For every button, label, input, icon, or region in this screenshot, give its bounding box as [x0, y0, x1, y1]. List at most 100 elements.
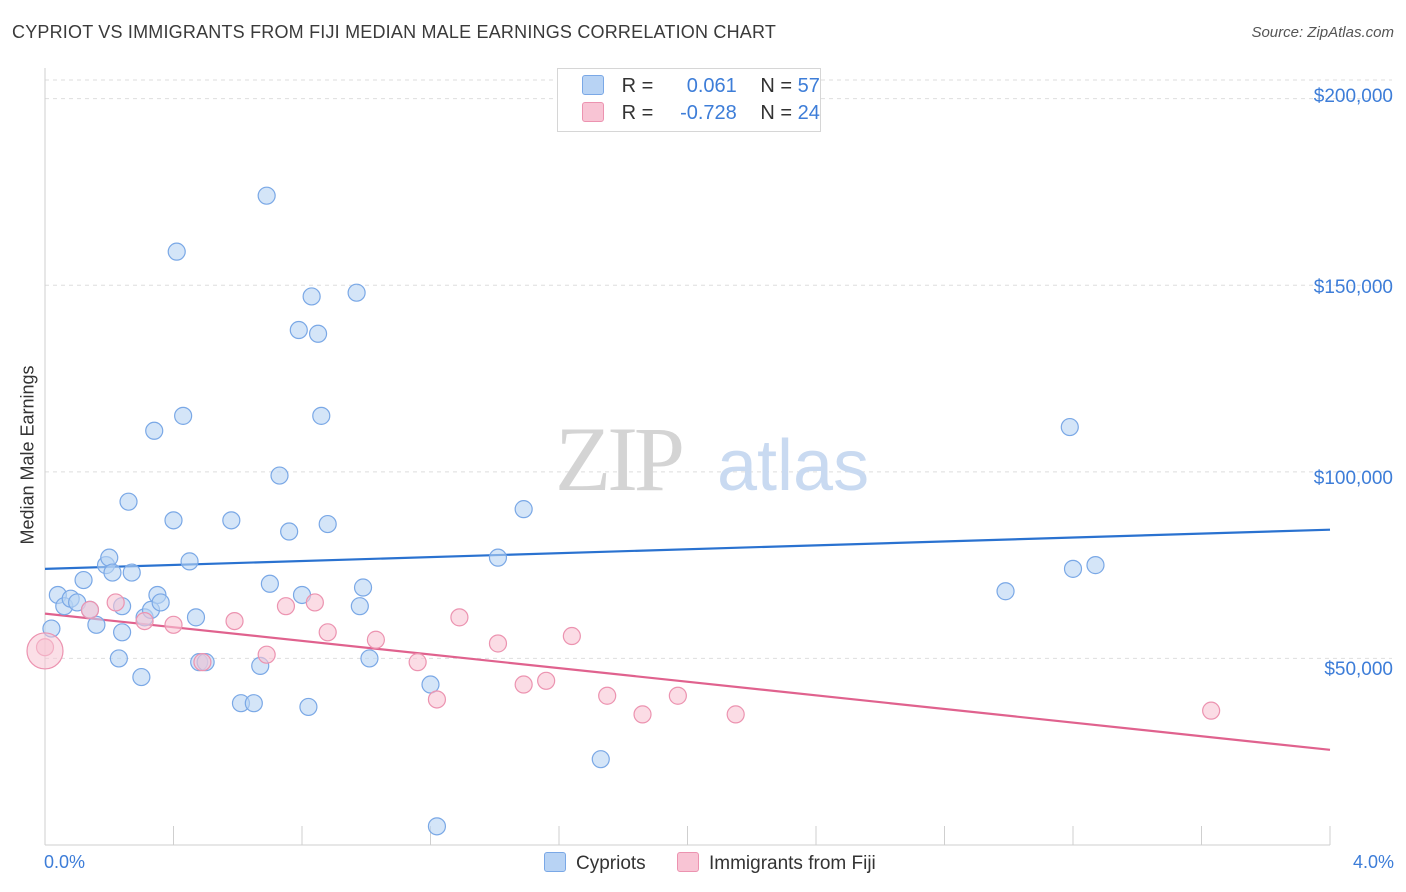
correlation-legend: R = 0.061 N = 57 R = -0.728 N = 24	[557, 68, 821, 132]
data-point-fiji	[80, 600, 100, 620]
data-point-cypriots	[164, 511, 183, 530]
series-label-cypriots: Cypriots	[576, 853, 646, 874]
data-point-fiji	[514, 675, 533, 694]
data-point-cypriots	[312, 406, 331, 425]
data-point-fiji	[408, 653, 427, 672]
data-point-fiji	[193, 653, 212, 672]
legend-n-value: 57	[797, 75, 820, 97]
gridlines	[45, 79, 1392, 659]
chart-title: CYPRIOT VS IMMIGRANTS FROM FIJI MEDIAN M…	[12, 22, 777, 42]
data-point-fiji	[598, 686, 617, 705]
data-point-fiji	[1202, 701, 1221, 720]
data-point-fiji	[488, 634, 508, 653]
data-point-cypriots	[488, 548, 508, 567]
data-point-cypriots	[119, 492, 138, 511]
data-point-cypriots	[132, 667, 151, 687]
trend-lines	[44, 528, 1331, 751]
legend-swatch-blue	[582, 75, 604, 95]
data-point-cypriots	[996, 582, 1015, 601]
legend-n-label: N =	[760, 75, 793, 97]
legend-r-label: R =	[621, 102, 654, 124]
data-point-fiji	[450, 608, 469, 627]
data-point-cypriots	[112, 623, 132, 642]
data-point-cypriots	[145, 421, 164, 440]
data-point-fiji	[305, 593, 324, 612]
legend-row-cypriots: R = 0.061 N = 57	[582, 75, 820, 98]
trend-line-cypriots	[44, 528, 1331, 570]
data-point-fiji	[366, 630, 385, 649]
series-legend: Cypriots Immigrants from Fiji	[544, 852, 902, 875]
data-point-cypriots	[427, 817, 447, 836]
data-point-fiji	[633, 705, 652, 724]
data-point-cypriots	[74, 570, 93, 590]
data-point-cypriots	[1063, 559, 1083, 578]
data-point-fiji	[164, 615, 183, 634]
legend-n-value: 24	[797, 102, 820, 124]
watermark-atlas: atlas	[717, 426, 869, 506]
y-tick-label: $200,000	[1313, 86, 1393, 107]
data-point-cypriots	[514, 500, 533, 519]
y-tick-label: $100,000	[1313, 468, 1393, 489]
data-point-cypriots	[222, 511, 241, 530]
data-point-cypriots	[151, 593, 170, 612]
data-point-cypriots	[180, 552, 199, 571]
data-point-cypriots	[289, 320, 308, 340]
source-credit: Source: ZipAtlas.com	[1251, 24, 1394, 41]
data-point-cypriots	[302, 287, 321, 306]
data-point-fiji	[562, 626, 581, 646]
y-tick-label: $50,000	[1324, 659, 1393, 680]
series-swatch-blue	[544, 852, 566, 872]
x-tick-label-max: 4.0%	[1352, 852, 1394, 872]
y-axis-label: Median Male Earnings	[17, 365, 38, 545]
data-point-cypriots	[347, 283, 366, 302]
legend-n-label: N =	[760, 102, 793, 124]
data-points	[26, 186, 1221, 836]
data-point-fiji	[726, 705, 745, 724]
data-point-cypriots	[591, 750, 610, 769]
series-legend-cypriots[interactable]: Cypriots	[544, 852, 646, 875]
x-tick-label-min: 0.0%	[44, 852, 86, 872]
data-point-fiji	[668, 686, 687, 705]
data-point-cypriots	[109, 649, 128, 668]
data-point-cypriots	[103, 563, 122, 582]
data-point-cypriots	[299, 697, 318, 717]
data-point-cypriots	[350, 597, 369, 616]
data-point-fiji	[26, 632, 64, 670]
data-point-cypriots	[244, 694, 263, 713]
legend-r-value: 0.061	[686, 75, 737, 97]
watermark: ZIP atlas	[555, 408, 869, 510]
data-point-cypriots	[122, 563, 141, 582]
data-point-cypriots	[270, 466, 289, 485]
data-point-fiji	[537, 671, 556, 690]
data-point-cypriots	[186, 608, 206, 627]
legend-r-value: -0.728	[680, 102, 737, 124]
data-point-fiji	[276, 597, 296, 616]
data-point-fiji	[225, 611, 244, 631]
watermark-zip: ZIP	[555, 408, 682, 510]
data-point-fiji	[257, 645, 276, 664]
data-point-cypriots	[308, 324, 328, 343]
series-label-fiji: Immigrants from Fiji	[708, 853, 876, 874]
y-tick-label: $150,000	[1313, 277, 1393, 298]
data-point-cypriots	[1060, 417, 1079, 437]
series-legend-fiji[interactable]: Immigrants from Fiji	[676, 852, 876, 875]
data-point-cypriots	[257, 186, 276, 205]
axes	[44, 68, 1331, 846]
data-point-cypriots	[260, 574, 279, 593]
data-point-cypriots	[100, 548, 119, 567]
series-swatch-pink	[676, 852, 699, 872]
data-point-cypriots	[1086, 556, 1105, 575]
legend-r-label: R =	[621, 75, 654, 97]
data-point-cypriots	[174, 406, 193, 425]
trend-line-fiji	[44, 612, 1331, 751]
data-point-cypriots	[318, 514, 337, 534]
data-point-cypriots	[167, 242, 186, 261]
data-point-cypriots	[360, 649, 379, 668]
data-point-cypriots	[280, 522, 299, 541]
data-point-fiji	[427, 690, 447, 709]
data-point-fiji	[318, 623, 337, 642]
data-point-fiji	[135, 611, 154, 631]
data-point-fiji	[106, 593, 125, 612]
legend-swatch-pink	[582, 102, 604, 122]
